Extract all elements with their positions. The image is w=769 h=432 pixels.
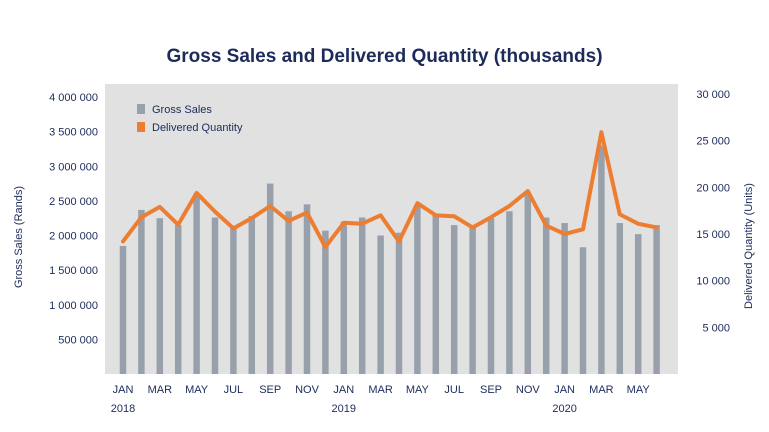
left-tick-label: 3 500 000: [49, 127, 98, 139]
year-label: 2020: [552, 403, 576, 415]
x-tick-label: NOV: [295, 384, 320, 396]
bar-gross-sales: [230, 228, 237, 374]
x-tick-label: MAR: [589, 384, 614, 396]
bar-gross-sales: [487, 218, 495, 374]
x-tick-label: JAN: [113, 384, 134, 396]
x-tick-label: JAN: [554, 384, 575, 396]
bar-gross-sales: [395, 232, 403, 374]
bar-gross-sales: [414, 205, 421, 374]
left-tick-label: 3 000 000: [49, 161, 98, 173]
right-tick-label: 25 000: [696, 136, 730, 148]
x-tick-label: SEP: [259, 384, 281, 396]
bar-gross-sales: [303, 204, 311, 374]
legend-label-gross-sales: Gross Sales: [152, 104, 212, 116]
bar-gross-sales: [266, 183, 274, 374]
bar-gross-sales: [322, 230, 329, 374]
bar-gross-sales: [561, 223, 568, 374]
bar-gross-sales: [579, 247, 587, 374]
right-tick-label: 5 000: [702, 322, 730, 334]
left-axis-ticks: 500 000 1 000 000 1 500 000 2 000 000 2 500 …: [49, 92, 98, 346]
bar-gross-sales: [174, 225, 182, 374]
right-tick-label: 20 000: [696, 182, 730, 194]
year-label: 2019: [332, 403, 356, 415]
bar-gross-sales: [524, 192, 532, 374]
x-tick-label: SEP: [480, 384, 502, 396]
right-axis-title: Delivered Quantity (Units): [743, 183, 755, 309]
left-tick-label: 1 500 000: [49, 265, 98, 277]
left-tick-label: 2 500 000: [49, 196, 98, 208]
bar-gross-sales: [138, 209, 145, 374]
left-tick-label: 1 000 000: [49, 300, 98, 312]
gross-sales-bars: [119, 145, 660, 374]
bar-gross-sales: [358, 217, 366, 374]
x-tick-label: JAN: [333, 384, 354, 396]
legend-label-delivered-quantity: Delivered Quantity: [152, 122, 243, 134]
legend-swatch-delivered-quantity: [137, 122, 145, 132]
x-tick-label: MAY: [406, 384, 430, 396]
bar-gross-sales: [653, 225, 660, 374]
x-tick-label: JUL: [224, 384, 244, 396]
x-axis-ticks: JAN MAR MAY JUL SEP NOV JAN MAR MAY JUL SEP NOV JAN M…: [113, 384, 651, 396]
legend-swatch-gross-sales: [137, 104, 145, 114]
right-tick-label: 30 000: [696, 89, 730, 101]
right-tick-label: 10 000: [696, 276, 730, 288]
x-tick-label: NOV: [516, 384, 541, 396]
bar-gross-sales: [285, 211, 292, 374]
x-tick-label: MAR: [148, 384, 173, 396]
bar-gross-sales: [598, 145, 605, 374]
bar-gross-sales: [469, 227, 476, 374]
bar-gross-sales: [616, 223, 624, 374]
x-tick-label: MAY: [627, 384, 651, 396]
bar-gross-sales: [377, 235, 384, 374]
right-tick-label: 15 000: [696, 229, 730, 241]
left-tick-label: 500 000: [58, 334, 98, 346]
bar-gross-sales: [432, 214, 440, 374]
left-tick-label: 4 000 000: [49, 92, 98, 104]
bar-gross-sales: [634, 234, 642, 374]
x-tick-label: MAY: [185, 384, 209, 396]
x-tick-label: MAR: [368, 384, 393, 396]
left-tick-label: 2 000 000: [49, 231, 98, 243]
bar-gross-sales: [119, 245, 127, 374]
x-tick-label: JUL: [444, 384, 464, 396]
bar-gross-sales: [450, 225, 458, 374]
bar-gross-sales: [193, 193, 200, 374]
year-labels: 2018 2019 2020: [111, 403, 577, 415]
bar-gross-sales: [156, 218, 164, 374]
bar-gross-sales: [542, 217, 550, 374]
bar-gross-sales: [340, 221, 348, 374]
delivered-quantity-line: [121, 130, 659, 250]
right-axis-ticks: 5 000 10 000 15 000 20 000 25 000 30 000: [696, 89, 730, 334]
left-axis-title: Gross Sales (Rands): [13, 186, 25, 288]
year-label: 2018: [111, 403, 135, 415]
chart-title: Gross Sales and Delivered Quantity (thou…: [166, 46, 603, 67]
bar-gross-sales: [506, 211, 513, 374]
bar-gross-sales: [211, 217, 219, 374]
bar-gross-sales: [248, 216, 256, 374]
legend: Gross Sales Delivered Quantity: [137, 104, 243, 134]
